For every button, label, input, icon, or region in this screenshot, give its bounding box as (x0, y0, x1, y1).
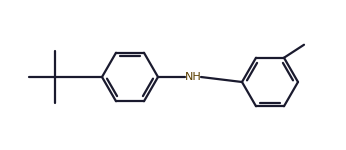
Text: NH: NH (185, 72, 202, 82)
